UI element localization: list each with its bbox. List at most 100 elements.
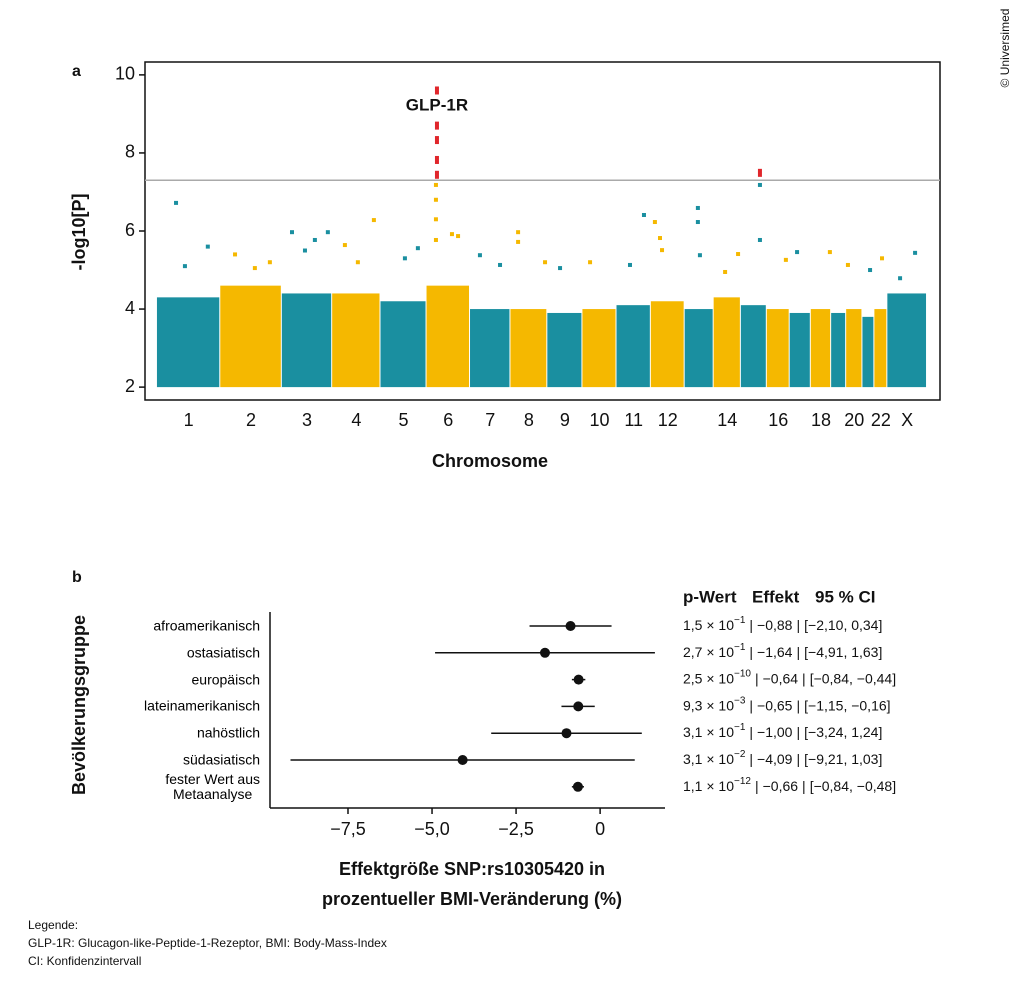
y-tick-label: 4: [125, 298, 135, 318]
p-value: 2,7 × 10: [683, 644, 734, 660]
y-tick-label: 2: [125, 376, 135, 396]
snp-point: [736, 252, 741, 257]
snp-point: [415, 246, 420, 251]
snp-cloud: [470, 309, 510, 388]
x-axis-title: Chromosome: [432, 451, 548, 471]
p-exponent: −2: [734, 749, 746, 760]
snp-cloud: [380, 301, 426, 388]
snp-point: [558, 266, 563, 271]
footnote-line: CI: Konfidenzintervall: [28, 954, 141, 968]
snp-cloud: [582, 309, 616, 388]
snp-cloud: [426, 285, 470, 388]
category-label: afroamerikanisch: [153, 617, 260, 634]
p-exponent: −1: [734, 722, 746, 733]
snp-point: [660, 248, 665, 253]
x-tick-label: 5: [399, 410, 409, 430]
estimate-dot: [573, 701, 584, 712]
snp-point: [516, 239, 521, 244]
separator: |: [796, 724, 800, 740]
snp-highlight: [757, 168, 762, 177]
snp-cloud: [547, 312, 582, 388]
table-header: 95 % CI: [815, 587, 875, 606]
snp-highlight: [434, 136, 439, 145]
x-tick-label: 20: [844, 410, 864, 430]
snp-point: [845, 262, 850, 267]
snp-cloud: [510, 309, 547, 388]
snp-point: [898, 276, 903, 281]
snp-cloud: [220, 285, 281, 388]
snp-highlight: [434, 155, 439, 164]
y-axis-title: -log10[P]: [69, 193, 89, 270]
effect-label: −1,64: [757, 644, 793, 660]
x-tick-label: 9: [560, 410, 570, 430]
snp-point: [757, 182, 762, 187]
snp-point: [182, 264, 187, 269]
snp-cloud: [789, 312, 810, 388]
table-row: 9,3 × 10−3 | −0,65 | [−1,15, −0,16]: [683, 695, 891, 713]
snp-point: [302, 248, 307, 253]
category-label: südasiatisch: [182, 751, 260, 768]
effect-label: −4,09: [757, 751, 793, 767]
x-tick-label: 6: [443, 410, 453, 430]
snp-cloud: [713, 297, 740, 388]
x-tick-label: 1: [184, 410, 194, 430]
x-axis-title: Effektgröße SNP:rs10305420 in: [339, 859, 605, 879]
snp-point: [723, 269, 728, 274]
separator: |: [749, 644, 753, 660]
snp-highlight: [434, 170, 439, 179]
snp-cloud: [650, 301, 684, 388]
snp-cloud: [846, 309, 862, 388]
snp-point: [267, 260, 272, 265]
x-tick-label: 4: [351, 410, 361, 430]
table-row: 3,1 × 10−1 | −1,00 | [−3,24, 1,24]: [683, 722, 882, 740]
category-label: nahöstlich: [196, 724, 260, 741]
snp-point: [449, 232, 454, 237]
p-value: 1,1 × 10: [683, 778, 734, 794]
snp-point: [868, 268, 873, 273]
snp-cloud: [684, 309, 713, 388]
effect-label: −0,66: [763, 778, 799, 794]
snp-point: [433, 217, 438, 222]
snp-point: [641, 212, 646, 217]
snp-point: [312, 237, 317, 242]
p-value: 3,1 × 10: [683, 751, 734, 767]
y-axis-title: Bevölkerungsgruppe: [69, 615, 89, 795]
snp-point: [588, 260, 593, 265]
p-exponent: −3: [734, 695, 746, 706]
snp-point: [325, 230, 330, 235]
p-value: 3,1 × 10: [683, 724, 734, 740]
separator: |: [796, 697, 800, 713]
separator: |: [796, 644, 800, 660]
snp-point: [174, 200, 179, 205]
snp-cloud: [766, 309, 789, 388]
ci-label: [−1,15, −0,16]: [804, 697, 890, 713]
snp-point: [543, 260, 548, 265]
snp-cloud: [831, 312, 846, 388]
y-tick-label: 8: [125, 142, 135, 162]
category-label: fester Wert aus Metaanalyse: [165, 770, 260, 802]
table-row: 2,5 × 10−10 | −0,64 | [−0,84, −0,44]: [683, 668, 896, 686]
snp-point: [433, 237, 438, 242]
panel-label: a: [72, 63, 81, 80]
x-tick-label: X: [901, 410, 913, 430]
table-row: 3,1 × 10−2 | −4,09 | [−9,21, 1,03]: [683, 749, 882, 767]
ci-label: [−0,84, −0,44]: [810, 670, 896, 686]
p-exponent: −10: [734, 668, 751, 679]
ci-label: [−3,24, 1,24]: [804, 724, 882, 740]
x-tick-label: 11: [624, 410, 643, 430]
separator: |: [749, 617, 753, 633]
snp-cloud: [740, 305, 766, 388]
snp-point: [795, 250, 800, 255]
snp-point: [695, 205, 700, 210]
snp-point: [657, 236, 662, 241]
snp-cloud: [156, 297, 220, 388]
x-tick-label: 3: [302, 410, 312, 430]
snp-point: [827, 250, 832, 255]
snp-cloud: [862, 316, 874, 388]
x-tick-label: 7: [485, 410, 495, 430]
effect-label: −0,64: [763, 670, 799, 686]
snp-point: [289, 230, 294, 235]
x-tick-label: 2: [246, 410, 256, 430]
